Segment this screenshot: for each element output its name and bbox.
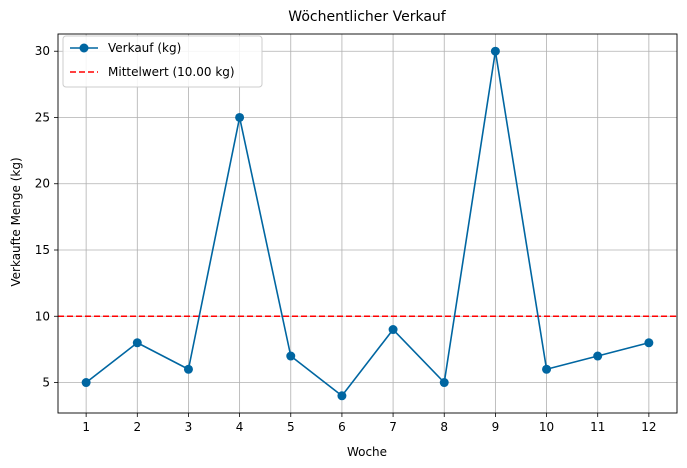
x-tick-label: 4: [236, 420, 244, 434]
x-axis-label: Woche: [347, 445, 387, 459]
legend-box: [62, 35, 263, 88]
legend: Verkauf (kg) Mittelwert (10.00 kg): [62, 35, 263, 88]
data-point-marker: [490, 46, 500, 56]
x-tick-label: 5: [287, 420, 295, 434]
legend-series-label: Verkauf (kg): [108, 41, 181, 55]
x-tick-label: 10: [539, 420, 554, 434]
series-line: [85, 50, 650, 397]
x-tick-label: 3: [185, 420, 193, 434]
data-point-marker: [286, 351, 296, 361]
x-tick-label: 11: [590, 420, 605, 434]
y-tick-label: 30: [35, 44, 50, 58]
legend-mean-label: Mittelwert (10.00 kg): [108, 65, 235, 79]
y-tick-label: 20: [35, 177, 50, 191]
y-tick-label: 10: [35, 309, 50, 323]
y-axis-ticks: 5 10 15 20 25 30: [35, 44, 58, 390]
x-tick-label: 9: [492, 420, 500, 434]
x-tick-label: 8: [440, 420, 448, 434]
data-point-marker: [439, 378, 449, 388]
x-tick-label: 2: [133, 420, 141, 434]
x-tick-label: 12: [641, 420, 656, 434]
data-point-marker: [593, 351, 603, 361]
series-layer: [81, 46, 654, 401]
grid-lines: [58, 34, 677, 413]
y-tick-label: 25: [35, 110, 50, 124]
data-point-marker: [235, 112, 245, 122]
y-tick-label: 5: [42, 376, 50, 390]
legend-series-marker: [79, 43, 89, 53]
data-point-marker: [388, 325, 398, 335]
data-point-marker: [644, 338, 654, 348]
x-axis-ticks: 1 2 3 4 5 6 7 8 9 10 11 12: [82, 413, 657, 434]
x-tick-label: 6: [338, 420, 346, 434]
y-axis-label: Verkaufte Menge (kg): [9, 157, 23, 286]
chart-title: Wöchentlicher Verkauf: [288, 9, 446, 25]
x-tick-label: 7: [389, 420, 397, 434]
plot-area-frame: [57, 33, 678, 414]
data-point-marker: [183, 364, 193, 374]
data-point-marker: [542, 364, 552, 374]
x-tick-label: 1: [82, 420, 90, 434]
data-point-marker: [132, 338, 142, 348]
data-point-marker: [337, 391, 347, 401]
data-point-marker: [81, 378, 91, 388]
y-tick-label: 15: [35, 243, 50, 257]
